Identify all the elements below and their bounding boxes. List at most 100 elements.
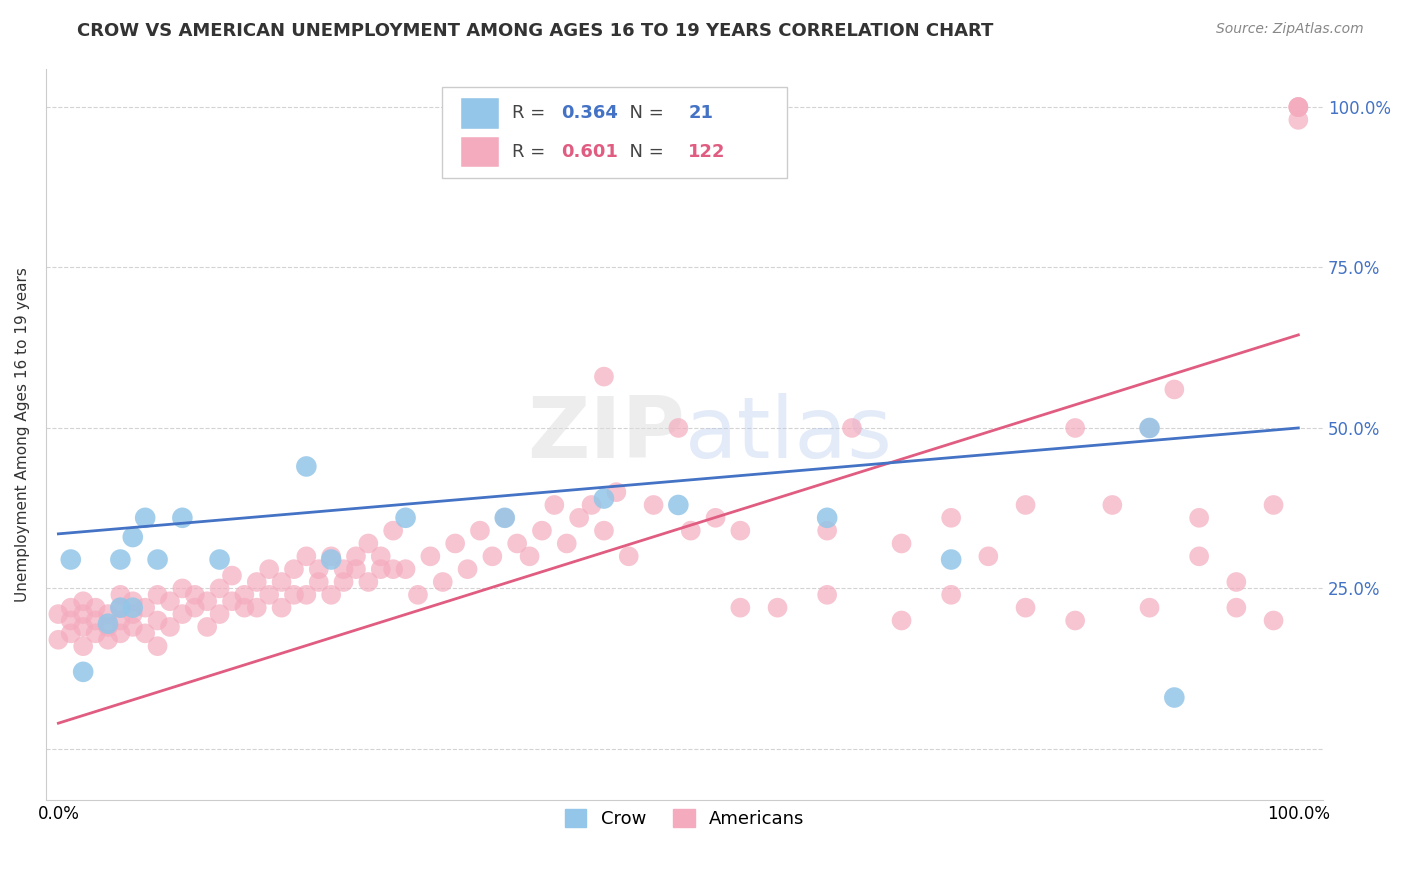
Point	[419, 549, 441, 564]
Point	[59, 600, 82, 615]
Point	[568, 511, 591, 525]
Point	[59, 552, 82, 566]
Point	[1139, 600, 1161, 615]
Point	[48, 607, 70, 621]
Point	[110, 626, 132, 640]
Point	[72, 594, 94, 608]
Point	[110, 588, 132, 602]
Text: R =: R =	[512, 104, 551, 122]
Point	[730, 524, 752, 538]
Point	[110, 614, 132, 628]
Point	[815, 588, 838, 602]
Point	[457, 562, 479, 576]
Point	[134, 511, 156, 525]
Text: 0.601: 0.601	[561, 143, 617, 161]
Point	[494, 511, 516, 525]
Point	[939, 511, 962, 525]
Point	[172, 582, 194, 596]
Point	[1014, 498, 1036, 512]
Legend: Crow, Americans: Crow, Americans	[557, 801, 811, 835]
Point	[97, 632, 120, 647]
Point	[1101, 498, 1123, 512]
Point	[841, 421, 863, 435]
Point	[494, 511, 516, 525]
Point	[1263, 614, 1285, 628]
Point	[195, 620, 218, 634]
Point	[939, 552, 962, 566]
Bar	[461, 98, 499, 128]
Point	[357, 574, 380, 589]
Point	[257, 562, 280, 576]
Point	[394, 562, 416, 576]
Point	[159, 594, 181, 608]
Point	[270, 600, 292, 615]
Point	[59, 614, 82, 628]
Point	[84, 600, 107, 615]
Point	[1163, 690, 1185, 705]
Point	[283, 562, 305, 576]
Point	[530, 524, 553, 538]
Point	[159, 620, 181, 634]
Bar	[461, 136, 499, 168]
Point	[208, 582, 231, 596]
Point	[939, 588, 962, 602]
Point	[110, 600, 132, 615]
Point	[233, 588, 256, 602]
Point	[48, 632, 70, 647]
Y-axis label: Unemployment Among Ages 16 to 19 years: Unemployment Among Ages 16 to 19 years	[15, 267, 30, 602]
Point	[121, 594, 143, 608]
Point	[121, 620, 143, 634]
Point	[233, 600, 256, 615]
Text: 0.364: 0.364	[561, 104, 617, 122]
Point	[72, 620, 94, 634]
Point	[519, 549, 541, 564]
Point	[1286, 112, 1309, 127]
Point	[184, 588, 207, 602]
Point	[890, 536, 912, 550]
Point	[332, 562, 354, 576]
Point	[146, 614, 169, 628]
Point	[1286, 100, 1309, 114]
Point	[1139, 421, 1161, 435]
Point	[605, 485, 627, 500]
Point	[679, 524, 702, 538]
Point	[97, 620, 120, 634]
Point	[581, 498, 603, 512]
Point	[195, 594, 218, 608]
Point	[1064, 421, 1087, 435]
Point	[730, 600, 752, 615]
Point	[221, 594, 243, 608]
Point	[295, 588, 318, 602]
Point	[555, 536, 578, 550]
Text: N =: N =	[619, 143, 669, 161]
Point	[97, 616, 120, 631]
Point	[134, 626, 156, 640]
Point	[295, 549, 318, 564]
Point	[666, 498, 689, 512]
Point	[666, 421, 689, 435]
Point	[121, 600, 143, 615]
Point	[444, 536, 467, 550]
Point	[59, 626, 82, 640]
Point	[221, 568, 243, 582]
Point	[506, 536, 529, 550]
Point	[815, 524, 838, 538]
Point	[321, 552, 343, 566]
Point	[370, 549, 392, 564]
Point	[121, 530, 143, 544]
Point	[593, 524, 616, 538]
Point	[432, 574, 454, 589]
Point	[1286, 100, 1309, 114]
Point	[184, 600, 207, 615]
Point	[468, 524, 491, 538]
Text: CROW VS AMERICAN UNEMPLOYMENT AMONG AGES 16 TO 19 YEARS CORRELATION CHART: CROW VS AMERICAN UNEMPLOYMENT AMONG AGES…	[77, 22, 994, 40]
Point	[543, 498, 565, 512]
Point	[110, 600, 132, 615]
Point	[382, 562, 405, 576]
Point	[97, 607, 120, 621]
Point	[406, 588, 429, 602]
Point	[344, 549, 367, 564]
Text: ZIP: ZIP	[527, 392, 685, 475]
Point	[593, 491, 616, 506]
Point	[308, 562, 330, 576]
